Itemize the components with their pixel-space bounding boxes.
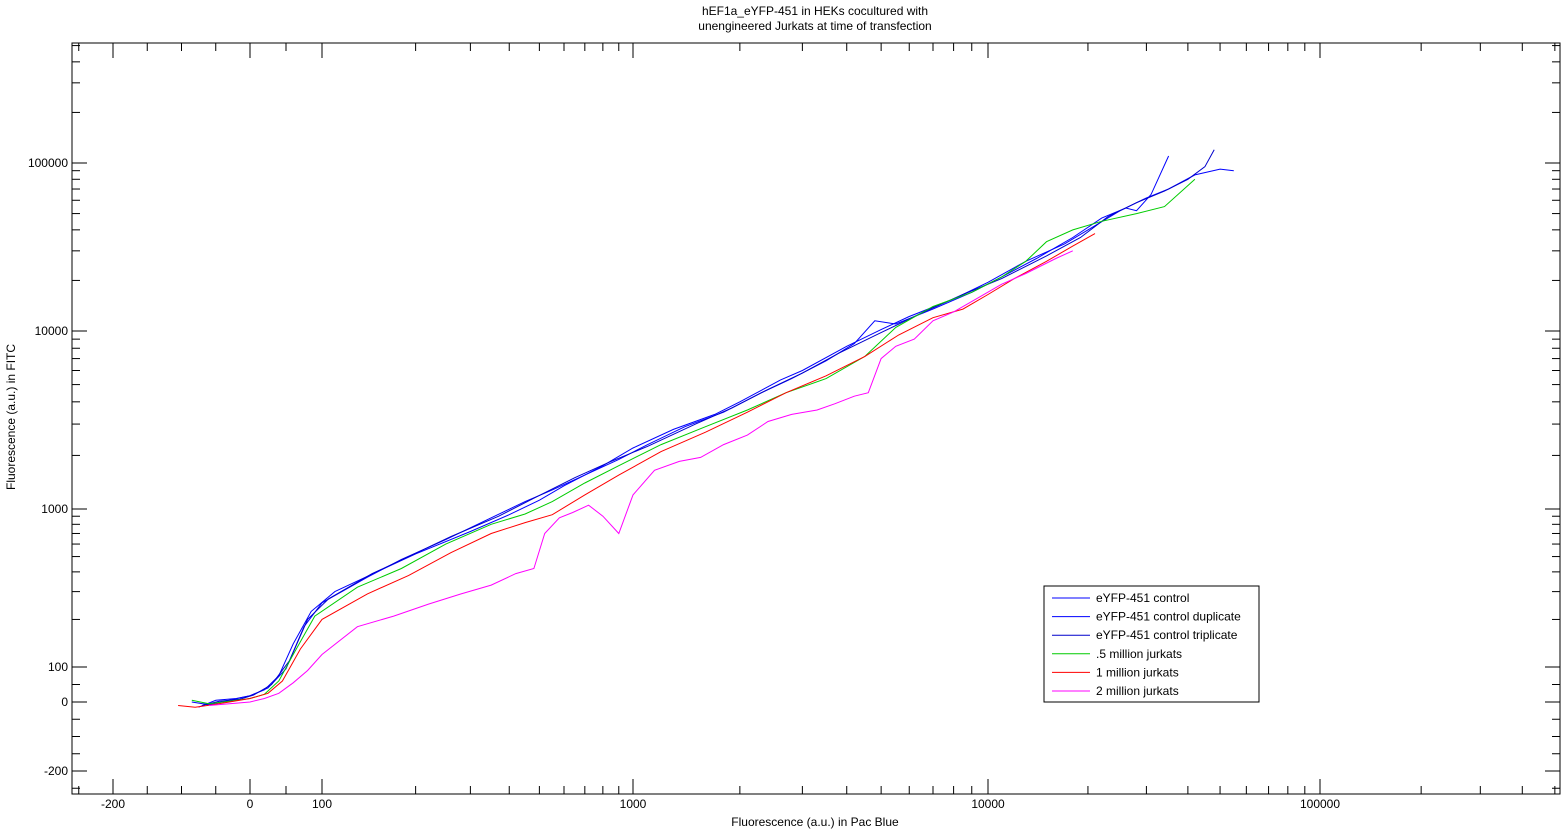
x-axis-label: Fluorescence (a.u.) in Pac Blue: [731, 815, 899, 829]
plot-frame: [71, 42, 1561, 795]
legend: eYFP-451 control eYFP-451 control duplica…: [1043, 585, 1260, 703]
x-tick-label: 100000: [1300, 797, 1340, 811]
series-line-4: [191, 178, 1196, 705]
legend-label: .5 million jurkats: [1096, 647, 1182, 661]
x-tick-label: -200: [101, 797, 125, 811]
chart-title: hEF1a_eYFP-451 in HEKs cocultured with u…: [0, 4, 1567, 34]
legend-label: eYFP-451 control triplicate: [1096, 628, 1238, 642]
x-tick-label: 1000: [620, 797, 647, 811]
legend-box: [1043, 585, 1260, 703]
y-tick-label: -200: [44, 764, 68, 778]
y-tick-label: 100: [48, 660, 68, 674]
chart-title-line-1: hEF1a_eYFP-451 in HEKs cocultured with: [701, 4, 929, 18]
x-tick-label: 100: [312, 797, 332, 811]
x-tick-label: 0: [247, 797, 254, 811]
legend-label: 1 million jurkats: [1096, 665, 1179, 679]
series-line-3: [201, 149, 1215, 706]
tick-marks: -200 0 100 1000 10000 100000 -200 0 100 1000 10000…: [28, 43, 1560, 811]
y-tick-label: 0: [61, 695, 68, 709]
series-line-2: [198, 155, 1170, 708]
legend-label: eYFP-451 control duplicate: [1096, 610, 1241, 624]
series-line-6: [208, 250, 1074, 706]
legend-label: 2 million jurkats: [1096, 684, 1179, 698]
series-layer: [178, 149, 1234, 708]
y-axis-label: Fluorescence (a.u.) in FITC: [4, 344, 18, 490]
y-tick-label: 1000: [41, 502, 68, 516]
x-tick-label: 10000: [971, 797, 1005, 811]
y-tick-label: 100000: [28, 156, 68, 170]
series-line-5: [178, 233, 1096, 708]
legend-label: eYFP-451 control: [1096, 591, 1189, 605]
chart-title-line-2: unengineered Jurkats at time of transfec…: [698, 19, 932, 33]
y-tick-label: 10000: [35, 324, 69, 338]
series-line-1: [191, 168, 1234, 706]
